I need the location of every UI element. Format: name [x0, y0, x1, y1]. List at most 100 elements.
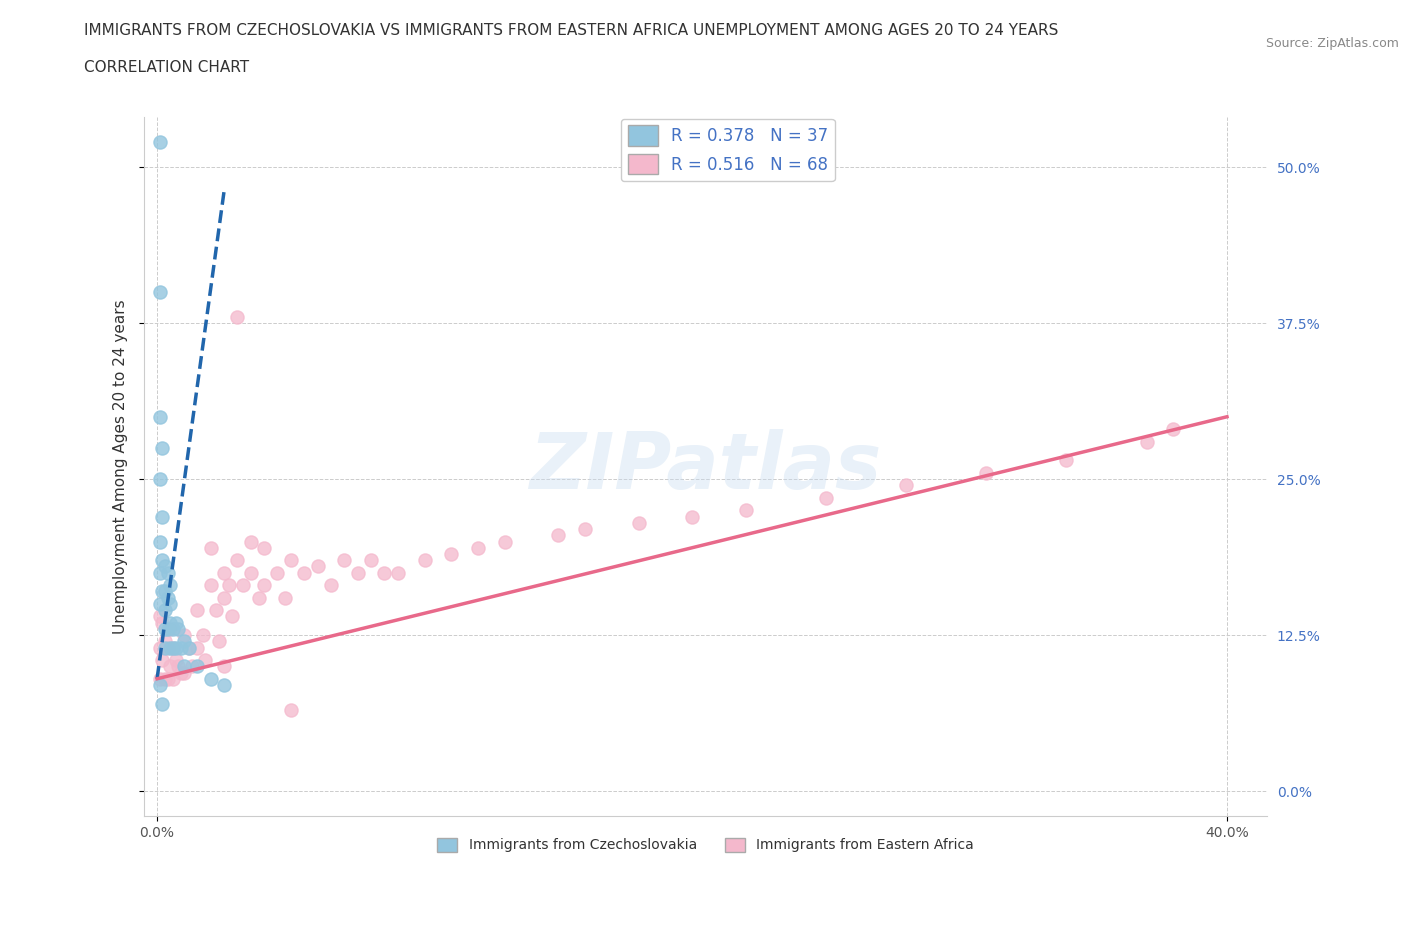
Point [212, 565, 235, 580]
Point [156, 565, 179, 580]
Point [373, 565, 395, 580]
Point [200, 578, 222, 592]
Point [239, 565, 262, 580]
Point [156, 621, 179, 636]
Point [413, 552, 436, 567]
Point [253, 578, 276, 592]
Point [153, 584, 176, 599]
Point [153, 640, 176, 655]
Point [1163, 422, 1185, 437]
Point [200, 540, 222, 555]
Point [1136, 434, 1159, 449]
Text: Source: ZipAtlas.com: Source: ZipAtlas.com [1265, 37, 1399, 50]
Point [153, 634, 176, 649]
Point [152, 552, 174, 567]
Point [307, 559, 329, 574]
Point [159, 578, 181, 592]
Point [153, 621, 176, 636]
Point [226, 310, 249, 325]
Point [159, 615, 181, 630]
Point [152, 697, 174, 711]
Point [494, 534, 516, 549]
Point [280, 552, 302, 567]
Point [212, 678, 235, 693]
Point [191, 628, 214, 643]
Point [179, 640, 201, 655]
Text: CORRELATION CHART: CORRELATION CHART [84, 60, 249, 75]
Point [149, 671, 172, 686]
Point [165, 640, 187, 655]
Point [159, 658, 181, 673]
Point [734, 503, 756, 518]
Y-axis label: Unemployment Among Ages 20 to 24 years: Unemployment Among Ages 20 to 24 years [114, 299, 128, 634]
Point [814, 490, 837, 505]
Point [149, 596, 172, 611]
Point [266, 565, 288, 580]
Point [149, 285, 172, 299]
Point [221, 609, 243, 624]
Point [627, 515, 650, 530]
Point [186, 658, 208, 673]
Point [173, 658, 195, 673]
Point [149, 135, 172, 150]
Point [547, 528, 569, 543]
Point [149, 565, 172, 580]
Point [152, 509, 174, 524]
Point [153, 559, 176, 574]
Text: IMMIGRANTS FROM CZECHOSLOVAKIA VS IMMIGRANTS FROM EASTERN AFRICA UNEMPLOYMENT AM: IMMIGRANTS FROM CZECHOSLOVAKIA VS IMMIGR… [84, 23, 1059, 38]
Point [167, 658, 190, 673]
Point [218, 578, 240, 592]
Point [173, 665, 195, 680]
Point [207, 634, 229, 649]
Point [292, 565, 315, 580]
Point [186, 603, 208, 618]
Point [153, 603, 176, 618]
Point [165, 653, 187, 668]
Text: ZIPatlas: ZIPatlas [529, 429, 882, 505]
Point [1056, 453, 1078, 468]
Point [974, 465, 997, 480]
Point [165, 615, 187, 630]
Point [180, 658, 202, 673]
Point [149, 409, 172, 424]
Point [387, 565, 409, 580]
Point [894, 478, 917, 493]
Point [149, 609, 172, 624]
Legend: Immigrants from Czechoslovakia, Immigrants from Eastern Africa: Immigrants from Czechoslovakia, Immigran… [432, 832, 980, 858]
Point [194, 653, 217, 668]
Point [162, 621, 184, 636]
Point [159, 640, 181, 655]
Point [162, 671, 184, 686]
Point [153, 671, 176, 686]
Point [170, 665, 193, 680]
Point [152, 584, 174, 599]
Point [156, 671, 179, 686]
Point [212, 658, 235, 673]
Point [156, 640, 179, 655]
Point [239, 534, 262, 549]
Point [159, 596, 181, 611]
Point [149, 472, 172, 486]
Point [179, 640, 201, 655]
Point [200, 671, 222, 686]
Point [173, 628, 195, 643]
Point [173, 634, 195, 649]
Point [574, 522, 596, 537]
Point [212, 591, 235, 605]
Point [346, 565, 368, 580]
Point [253, 540, 276, 555]
Point [159, 621, 181, 636]
Point [152, 653, 174, 668]
Point [232, 578, 254, 592]
Point [280, 702, 302, 717]
Point [274, 591, 297, 605]
Point [226, 552, 249, 567]
Point [149, 640, 172, 655]
Point [149, 678, 172, 693]
Point [186, 640, 208, 655]
Point [467, 540, 489, 555]
Point [167, 621, 190, 636]
Point [162, 640, 184, 655]
Point [247, 591, 270, 605]
Point [333, 552, 356, 567]
